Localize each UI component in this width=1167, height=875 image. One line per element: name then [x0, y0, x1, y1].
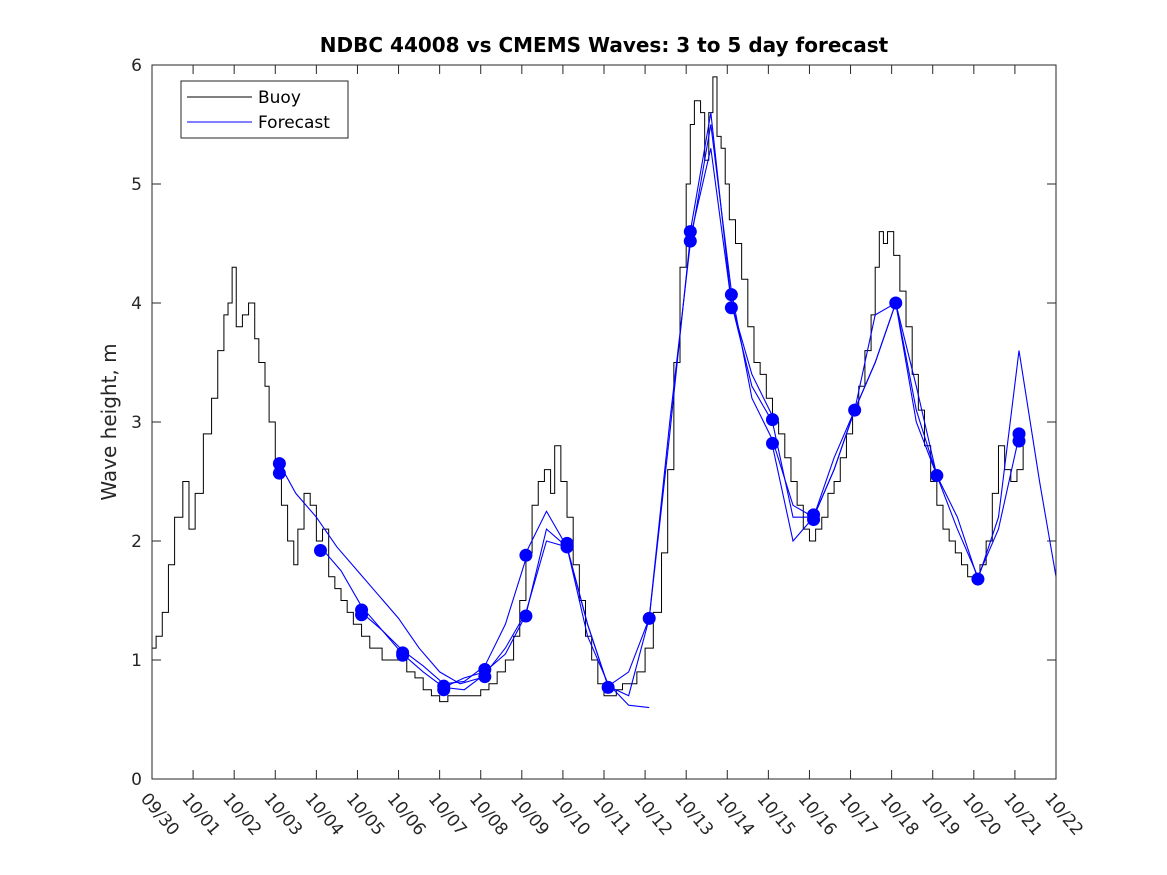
- x-tick-label: 10/20: [958, 789, 1005, 839]
- y-tick-label: 2: [131, 532, 142, 552]
- forecast-marker: [724, 288, 738, 302]
- x-tick-label: 10/07: [424, 789, 471, 839]
- forecast-marker: [683, 225, 697, 239]
- series-forecast-line: [854, 300, 1057, 581]
- forecast-marker: [437, 683, 451, 697]
- legend-buoy-label: Buoy: [258, 88, 301, 108]
- legend: Buoy Forecast: [180, 80, 349, 139]
- forecast-marker: [807, 513, 821, 527]
- x-tick-label: 10/03: [259, 789, 306, 839]
- forecast-marker: [765, 413, 779, 427]
- x-tick-label: 10/08: [465, 789, 512, 839]
- y-tick-label: 4: [131, 294, 142, 314]
- forecast-marker: [519, 609, 533, 623]
- y-tick-label: 6: [131, 56, 142, 76]
- chart-title: NDBC 44008 vs CMEMS Waves: 3 to 5 day fo…: [320, 33, 889, 57]
- legend-box: [180, 80, 349, 139]
- forecast-marker: [396, 648, 410, 662]
- marker-layer: [272, 225, 1026, 697]
- forecast-marker: [313, 544, 327, 558]
- forecast-marker: [971, 572, 985, 586]
- x-tick-label: 10/10: [547, 789, 594, 839]
- x-tick-label: 10/09: [506, 789, 553, 839]
- x-tick-label: 10/22: [1040, 789, 1087, 839]
- forecast-marker: [355, 608, 369, 622]
- forecast-marker: [272, 466, 286, 480]
- x-tick-label: 10/16: [794, 789, 841, 839]
- x-tick-label: 10/21: [999, 789, 1046, 839]
- forecast-marker: [930, 469, 944, 483]
- y-tick-label: 3: [131, 413, 142, 433]
- x-tick-label: 10/12: [629, 789, 676, 839]
- legend-forecast-label: Forecast: [258, 113, 330, 133]
- x-tick-label: 09/30: [136, 789, 183, 839]
- forecast-marker: [889, 296, 903, 310]
- forecast-marker: [724, 301, 738, 315]
- forecast-marker: [765, 436, 779, 450]
- plot-frame: [151, 64, 1057, 780]
- forecast-marker: [478, 670, 492, 684]
- forecast-marker: [519, 548, 533, 562]
- plot-background: [152, 65, 1056, 779]
- x-tick-label: 10/19: [917, 789, 964, 839]
- forecast-marker: [848, 403, 862, 417]
- x-tick-label: 10/04: [301, 789, 348, 839]
- x-tick-label: 10/02: [218, 789, 265, 839]
- x-tick-label: 10/18: [876, 789, 923, 839]
- x-tick-label: 10/15: [753, 789, 800, 839]
- y-axis-label: Wave height, m: [97, 343, 121, 500]
- forecast-marker: [601, 680, 615, 694]
- series-forecast-line: [443, 528, 650, 709]
- forecast-marker: [683, 234, 697, 248]
- y-tick-label: 0: [131, 770, 142, 790]
- x-tick-label: 10/17: [835, 789, 882, 839]
- forecast-marker: [560, 540, 574, 554]
- forecast-marker: [1012, 434, 1026, 448]
- y-axis: 0 1 2 3 4 5 6: [131, 56, 1056, 790]
- x-tick-label: 10/06: [383, 789, 430, 839]
- x-tick-label: 10/05: [342, 789, 389, 839]
- x-tick-label: 10/01: [177, 789, 224, 839]
- y-tick-label: 1: [131, 651, 142, 671]
- forecast-marker: [272, 457, 286, 471]
- y-tick-label: 5: [131, 175, 142, 195]
- series-forecast-line: [320, 546, 527, 685]
- x-tick-label: 10/13: [670, 789, 717, 839]
- series-buoy-line: [152, 76, 1024, 703]
- x-tick-label: 10/14: [711, 789, 758, 839]
- x-tick-label: 10/11: [588, 789, 635, 839]
- forecast-marker: [642, 611, 656, 625]
- series-forecast-line: [278, 463, 481, 685]
